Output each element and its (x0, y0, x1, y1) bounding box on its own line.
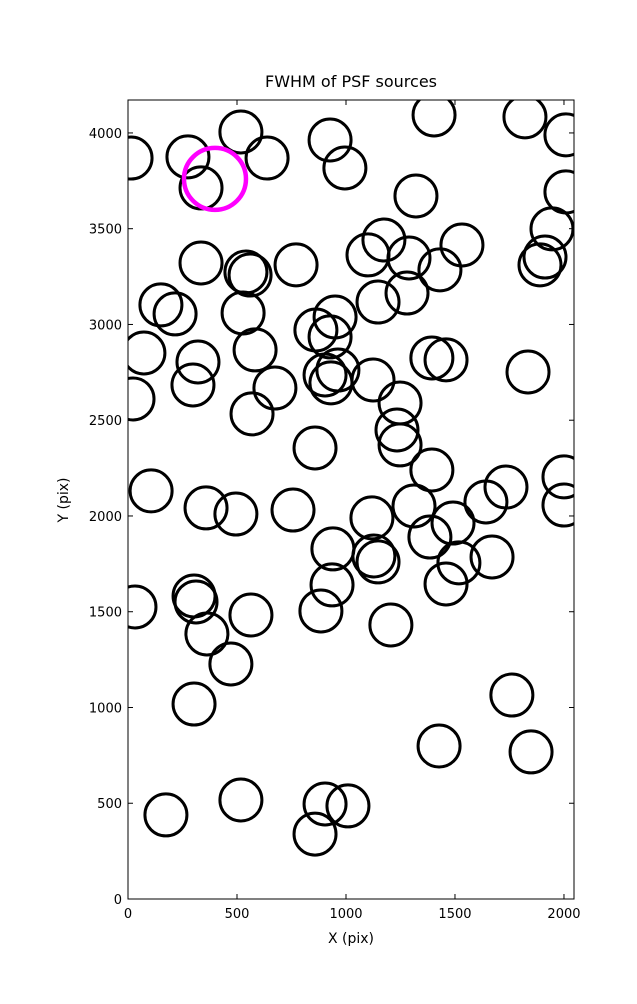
source-circle (361, 217, 407, 263)
source-circle (228, 592, 274, 638)
highlight-circle (181, 145, 249, 213)
y-tick-label: 2500 (89, 414, 122, 429)
source-circle (138, 282, 184, 328)
source-circle (227, 252, 273, 298)
source-circle (417, 247, 463, 293)
source-circle (298, 588, 344, 634)
x-tick-label: 0 (124, 907, 132, 922)
source-circle (541, 454, 574, 500)
source-circle (391, 483, 437, 529)
source-circle (517, 242, 563, 288)
source-circle (374, 407, 420, 453)
source-circle (244, 135, 290, 181)
source-circle (213, 491, 259, 537)
source-circle (143, 792, 189, 838)
source-circle (469, 534, 515, 580)
source-circle (165, 134, 211, 180)
source-circle (489, 672, 535, 718)
source-circle (423, 337, 469, 383)
source-circle (368, 602, 414, 648)
source-circle (349, 495, 395, 541)
source-circle (218, 777, 264, 823)
y-tick-label: 4000 (89, 127, 122, 142)
source-circle (292, 425, 338, 471)
source-circle (439, 222, 485, 268)
source-circle (505, 349, 551, 395)
source-circle (128, 584, 158, 630)
source-circle (502, 100, 548, 140)
axes-frame (127, 99, 575, 900)
source-circle (436, 540, 482, 586)
source-circle (170, 362, 216, 408)
y-tick-label: 500 (97, 797, 122, 812)
y-tick-label: 3000 (89, 318, 122, 333)
source-circle (416, 723, 462, 769)
source-circle (386, 235, 432, 281)
source-circle (173, 579, 219, 625)
source-circle (273, 242, 319, 288)
chart-title: FWHM of PSF sources (265, 72, 437, 91)
source-circle (393, 173, 439, 219)
source-circle (128, 376, 156, 422)
source-circle (184, 611, 230, 657)
source-circle (355, 279, 401, 325)
source-circle (270, 487, 316, 533)
x-axis-label: X (pix) (328, 931, 374, 947)
source-circle (218, 109, 264, 155)
source-circle (178, 240, 224, 286)
source-circle (543, 112, 574, 158)
source-circle (232, 327, 278, 373)
source-circle (325, 783, 371, 829)
y-tick-label: 2000 (89, 510, 122, 525)
source-circle (128, 330, 167, 376)
source-circle (541, 482, 574, 528)
source-circle (128, 468, 174, 514)
source-circle (128, 135, 154, 181)
source-circle (377, 422, 423, 468)
source-circle (355, 539, 401, 585)
source-circle (423, 561, 469, 607)
source-circle (430, 500, 476, 546)
source-circle (407, 514, 453, 560)
source-circle (508, 729, 554, 775)
source-circle (302, 781, 348, 827)
plot-area (128, 100, 574, 857)
y-tick-label: 3500 (89, 223, 122, 238)
x-tick-label: 1000 (329, 907, 362, 922)
source-circle (384, 270, 430, 316)
source-circle (322, 145, 368, 191)
y-axis-label: Y (pix) (56, 478, 72, 524)
x-tick-label: 500 (225, 907, 250, 922)
source-circle (183, 485, 229, 531)
source-circle (175, 339, 221, 385)
source-circle (309, 562, 355, 608)
source-circle (152, 291, 198, 337)
source-circle (307, 314, 353, 360)
source-circle (307, 117, 353, 163)
source-circle (292, 811, 338, 857)
source-circle (229, 391, 275, 437)
y-tick-label: 1000 (89, 701, 122, 716)
source-circle (351, 533, 397, 579)
source-circle (411, 100, 457, 138)
source-circle (252, 365, 298, 411)
y-tick-label: 0 (114, 893, 122, 908)
source-circle (522, 234, 568, 280)
source-circle (463, 479, 509, 525)
source-circle (409, 335, 455, 381)
x-tick-label: 1500 (438, 907, 471, 922)
source-circle (171, 681, 217, 727)
source-circle (350, 357, 396, 403)
x-tick-label: 2000 (547, 907, 580, 922)
y-tick-label: 1500 (89, 606, 122, 621)
source-circle (208, 641, 254, 687)
source-circle (409, 447, 455, 493)
source-circle (302, 352, 348, 398)
